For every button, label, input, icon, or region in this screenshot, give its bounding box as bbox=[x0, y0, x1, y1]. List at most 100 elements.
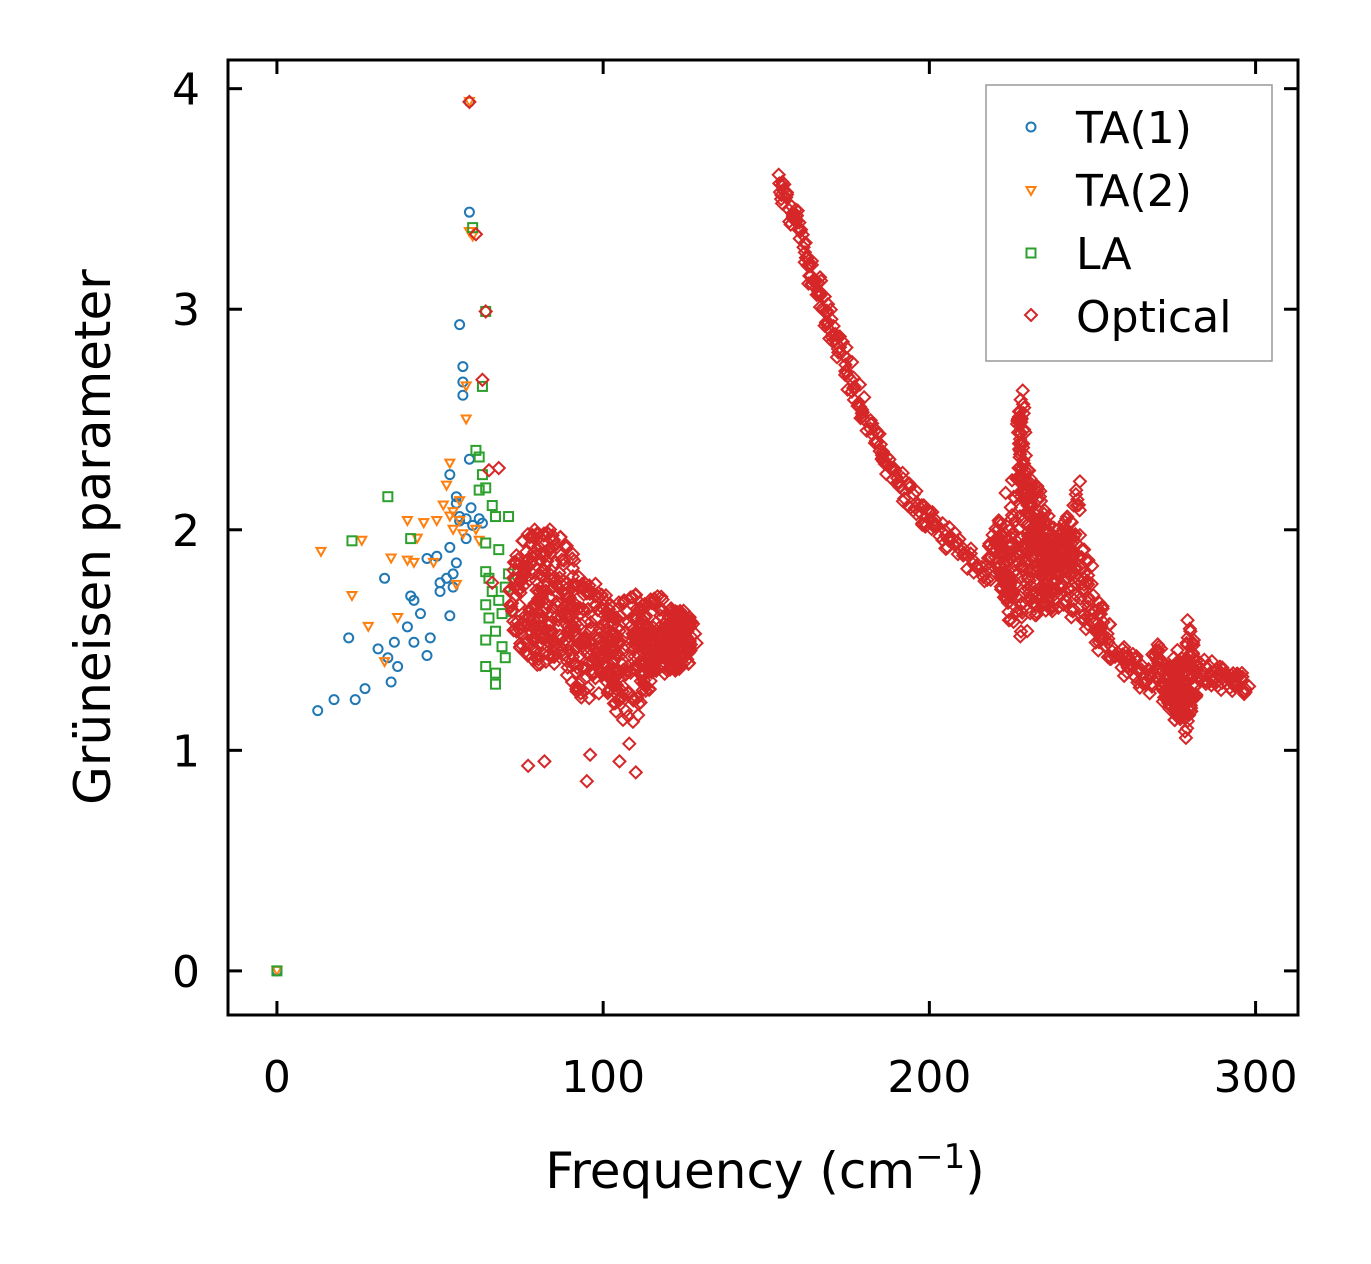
data-point-diamond bbox=[646, 625, 661, 641]
data-point-diamond bbox=[641, 682, 657, 698]
data-point-diamond bbox=[829, 336, 845, 352]
data-point-diamond bbox=[502, 581, 518, 597]
data-point-circle bbox=[421, 649, 433, 661]
data-point-diamond bbox=[1091, 634, 1107, 650]
data-point-diamond bbox=[1169, 705, 1185, 721]
data-point-diamond bbox=[1072, 527, 1088, 543]
data-point-diamond bbox=[1091, 601, 1106, 617]
data-point-diamond bbox=[844, 354, 860, 370]
data-point-diamond bbox=[603, 608, 619, 624]
data-point-diamond bbox=[518, 631, 534, 647]
data-point-triangle bbox=[417, 518, 430, 530]
data-point-circle bbox=[424, 632, 436, 644]
data-point-diamond bbox=[787, 212, 803, 228]
data-point-diamond bbox=[557, 538, 573, 554]
data-point-diamond bbox=[598, 666, 614, 682]
data-point-diamond bbox=[1185, 645, 1201, 661]
data-point-triangle bbox=[437, 500, 450, 512]
data-point-diamond bbox=[1234, 665, 1250, 681]
data-point-diamond bbox=[582, 747, 598, 763]
data-point-diamond bbox=[579, 773, 595, 789]
data-point-diamond bbox=[1013, 392, 1029, 408]
x-tick-label: 300 bbox=[1214, 1052, 1298, 1103]
data-point-diamond bbox=[586, 628, 602, 644]
data-point-circle bbox=[450, 557, 462, 569]
data-point-diamond bbox=[625, 589, 640, 605]
data-point-diamond bbox=[623, 589, 639, 605]
data-point-diamond bbox=[1040, 597, 1056, 613]
data-point-circle bbox=[447, 568, 459, 580]
data-point-triangle bbox=[459, 414, 473, 426]
data-point-diamond bbox=[1003, 612, 1018, 628]
ticks-layer bbox=[228, 60, 1298, 1015]
data-point-diamond bbox=[512, 639, 528, 655]
data-point-diamond bbox=[637, 677, 653, 693]
data-point-triangle bbox=[384, 553, 398, 565]
data-point-diamond bbox=[1228, 674, 1244, 690]
data-point-triangle bbox=[463, 96, 476, 108]
data-point-diamond bbox=[614, 656, 630, 672]
data-point-diamond bbox=[549, 594, 565, 610]
data-point-diamond bbox=[550, 608, 566, 623]
data-point-diamond bbox=[1012, 442, 1028, 458]
points-layer bbox=[270, 94, 1257, 977]
data-point-diamond bbox=[1005, 548, 1021, 564]
data-point-diamond bbox=[1156, 689, 1172, 705]
data-point-triangle bbox=[355, 535, 368, 547]
data-point-diamond bbox=[511, 597, 527, 613]
data-point-diamond bbox=[526, 652, 541, 668]
legend-label: TA(1) bbox=[1075, 103, 1192, 154]
data-point-diamond bbox=[590, 654, 606, 670]
data-point-triangle bbox=[314, 546, 328, 558]
data-point-diamond bbox=[1179, 720, 1195, 736]
data-point-square bbox=[490, 667, 501, 679]
data-point-diamond bbox=[1080, 552, 1096, 568]
data-point-diamond bbox=[996, 547, 1011, 563]
data-point-diamond bbox=[646, 620, 661, 636]
data-point-diamond bbox=[1072, 502, 1088, 518]
data-point-diamond bbox=[540, 526, 556, 542]
data-point-square bbox=[476, 380, 488, 392]
data-point-circle bbox=[312, 705, 324, 717]
data-point-circle bbox=[401, 621, 413, 633]
data-point-diamond bbox=[502, 597, 518, 613]
data-point-diamond bbox=[1053, 575, 1069, 591]
data-point-diamond bbox=[576, 630, 592, 645]
data-point-square bbox=[346, 535, 358, 547]
data-point-diamond bbox=[798, 235, 813, 251]
data-point-diamond bbox=[1038, 603, 1054, 618]
data-point-diamond bbox=[1029, 531, 1045, 547]
data-point-diamond bbox=[1150, 637, 1166, 652]
data-point-diamond bbox=[1186, 637, 1201, 653]
data-point-diamond bbox=[1054, 530, 1070, 546]
data-point-diamond bbox=[523, 556, 539, 572]
data-point-diamond bbox=[647, 592, 662, 608]
data-point-diamond bbox=[993, 568, 1009, 584]
data-point-diamond bbox=[941, 533, 957, 549]
data-point-diamond bbox=[599, 674, 614, 690]
data-point-diamond bbox=[568, 642, 583, 658]
data-point-diamond bbox=[533, 552, 549, 568]
data-point-diamond bbox=[811, 284, 826, 299]
data-point-diamond bbox=[991, 513, 1007, 528]
data-point-diamond bbox=[1100, 626, 1115, 642]
legend-marker-diamond-icon bbox=[1023, 307, 1039, 323]
data-point-diamond bbox=[552, 575, 568, 591]
data-point-square bbox=[490, 625, 501, 637]
data-point-diamond bbox=[583, 614, 599, 630]
data-point-circle bbox=[460, 513, 472, 525]
data-point-diamond bbox=[565, 560, 581, 576]
data-point-diamond bbox=[532, 595, 548, 610]
data-point-triangle bbox=[453, 496, 466, 508]
data-point-diamond bbox=[1043, 584, 1059, 600]
data-point-square bbox=[486, 500, 498, 512]
data-point-diamond bbox=[977, 573, 992, 589]
x-tick-label: 100 bbox=[561, 1052, 645, 1103]
data-point-diamond bbox=[921, 503, 937, 519]
data-point-diamond bbox=[629, 638, 645, 654]
data-point-diamond bbox=[1077, 565, 1092, 581]
data-point-square bbox=[483, 612, 495, 624]
data-point-diamond bbox=[781, 202, 797, 218]
data-point-diamond bbox=[576, 580, 592, 596]
data-point-circle bbox=[457, 389, 469, 401]
